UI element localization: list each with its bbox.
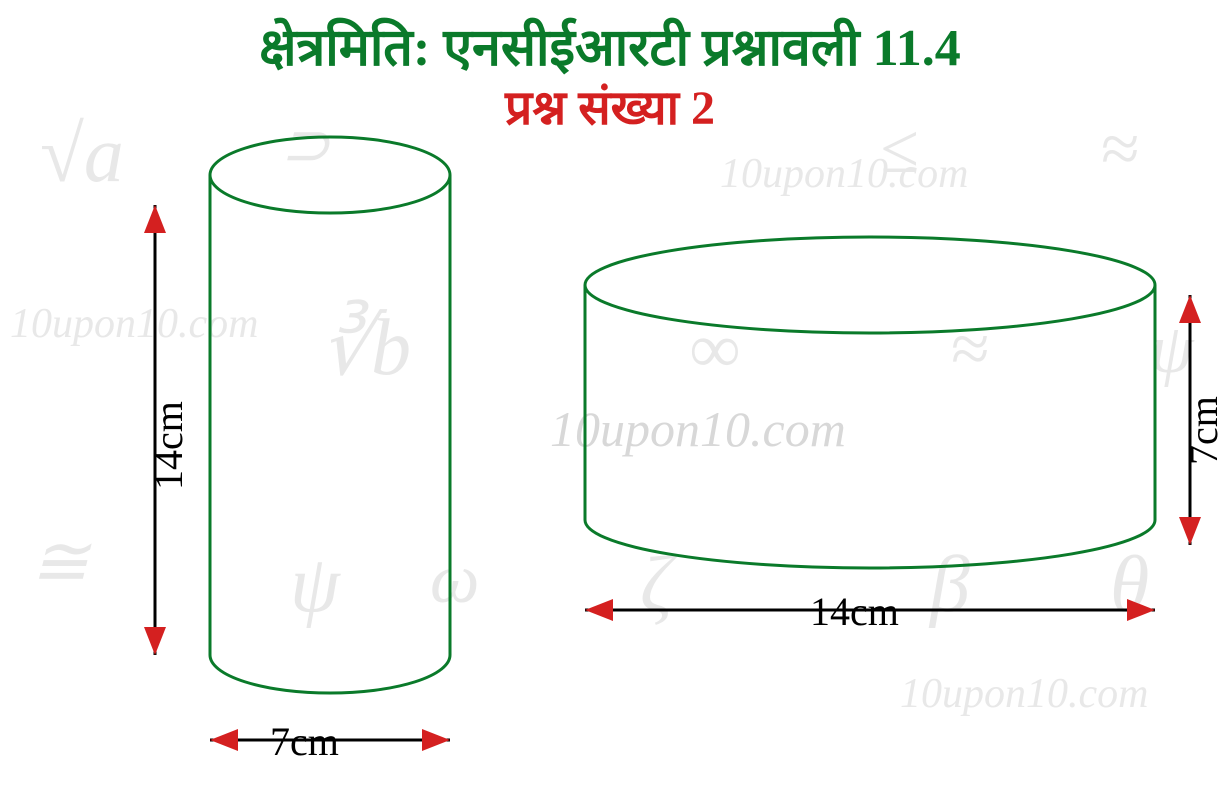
cyl-b-diameter-label: 14cm (810, 588, 899, 635)
cyl-a-height-label: 14cm (145, 401, 192, 490)
cyl-a-diameter-label: 7cm (270, 718, 339, 765)
cyl-b-height-label: 7cm (1180, 396, 1220, 465)
diagram-canvas (0, 0, 1220, 800)
